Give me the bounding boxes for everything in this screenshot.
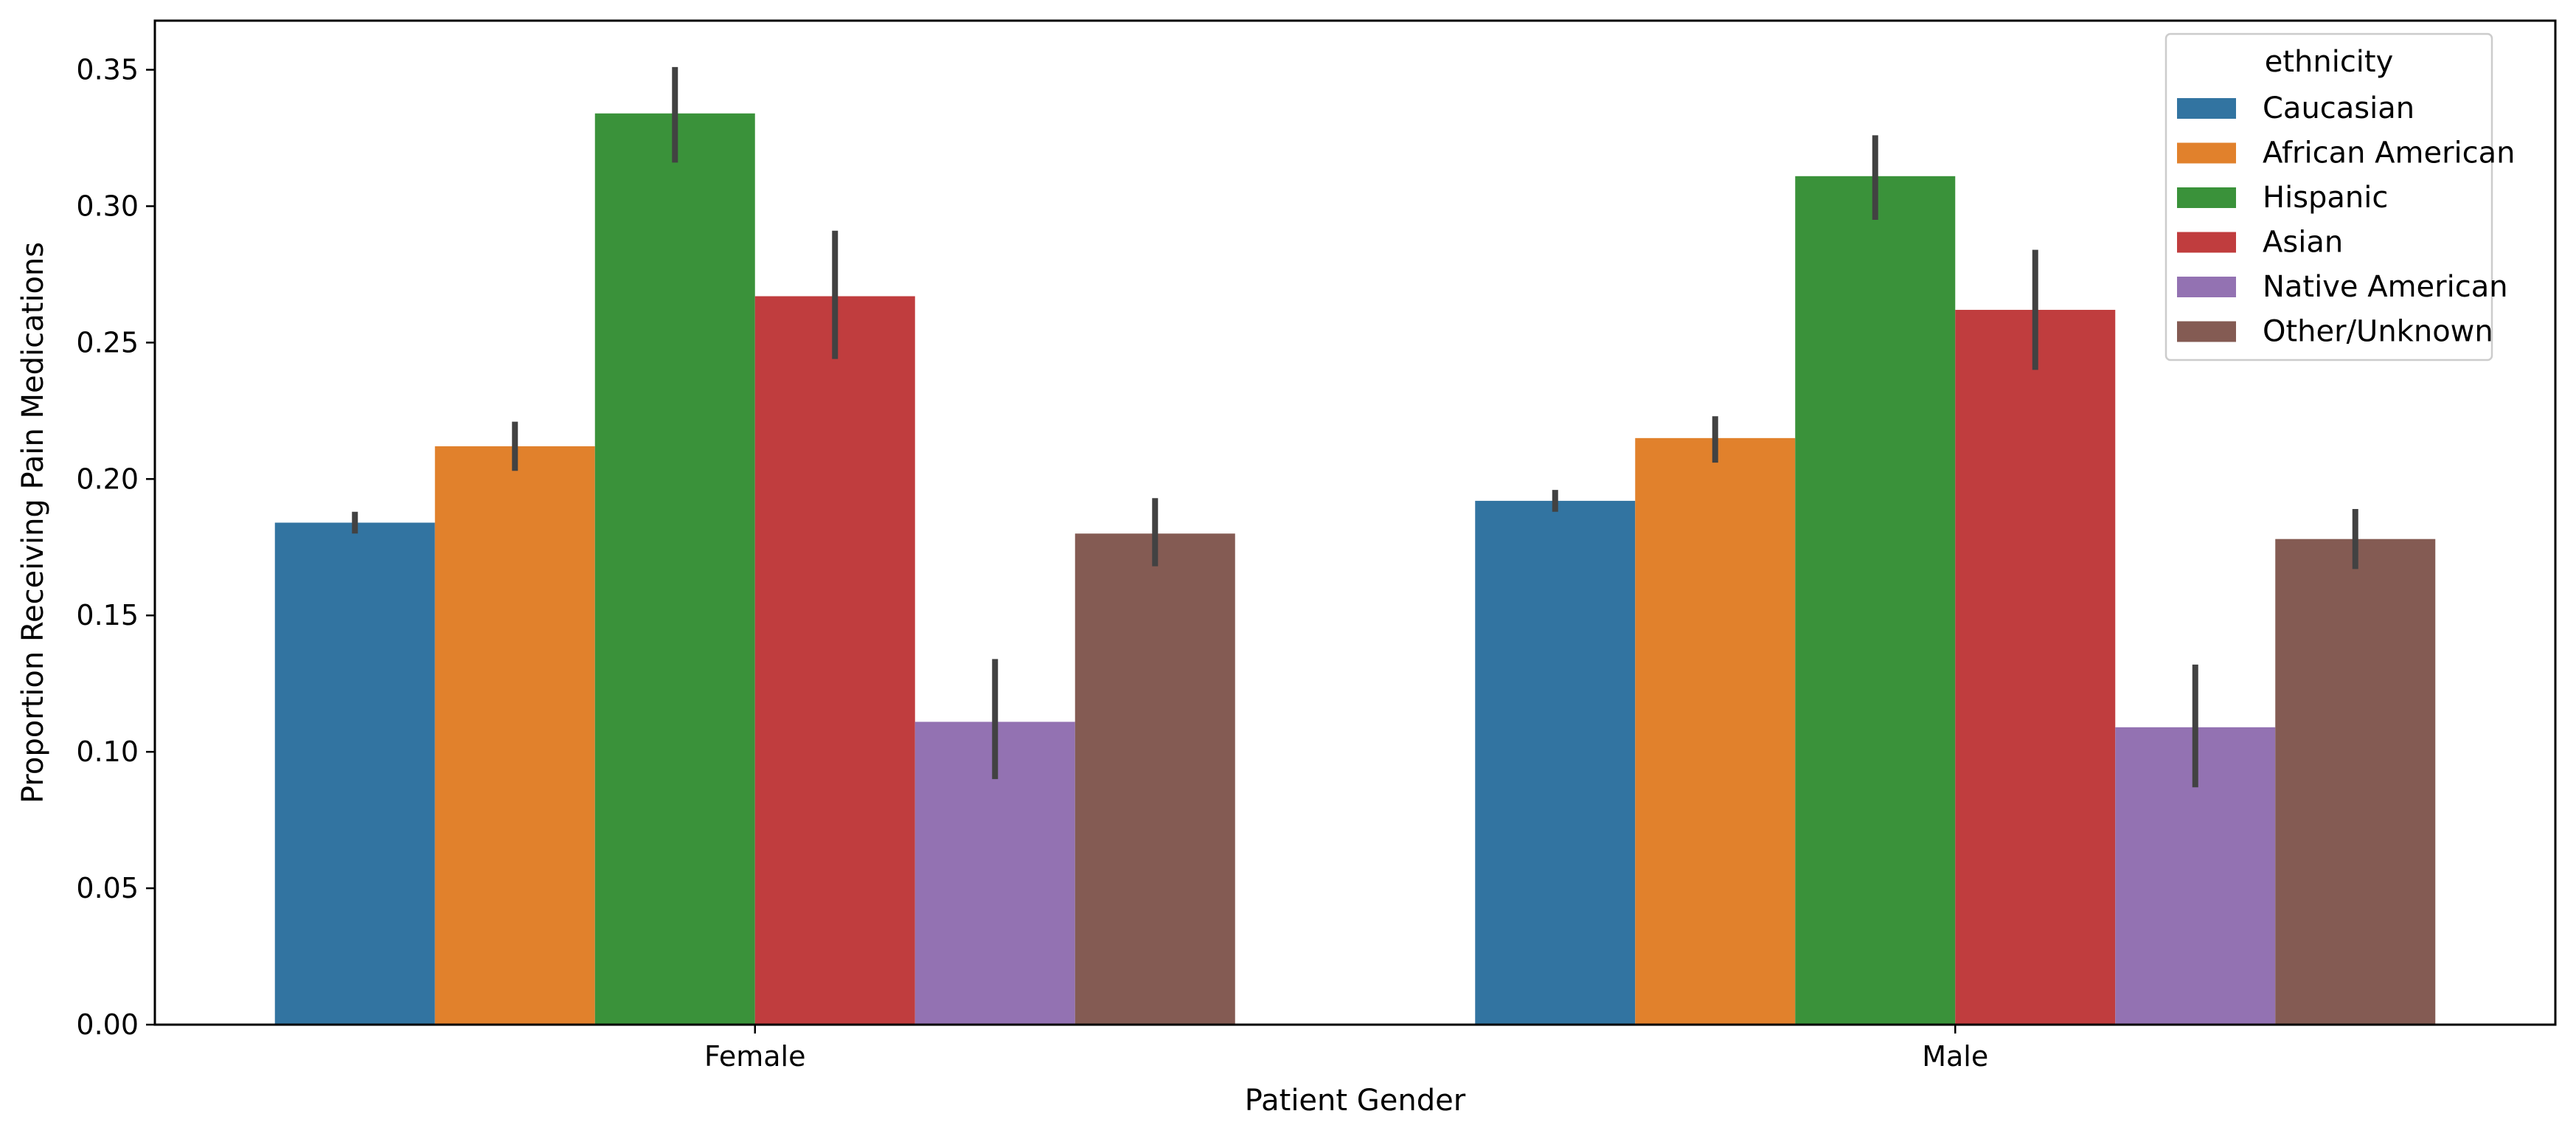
y-axis: 0.00 0.05 0.10 0.15 0.20 0.25 0.30 0.35 (76, 54, 155, 1041)
plot-frame (153, 19, 2557, 1026)
bar-asian-male (1955, 310, 2116, 1025)
legend-label-african-american: African American (2263, 136, 2516, 170)
legend-label-native-american: Native American (2263, 270, 2508, 304)
bar-hispanic-female (594, 113, 755, 1025)
legend: ethnicity Caucasian African American Hispa… (2164, 32, 2516, 361)
bar-hispanic-male (1795, 176, 1956, 1025)
legend-title: ethnicity (2265, 45, 2394, 79)
x-tick-label: Male (1922, 1040, 1988, 1073)
bar-caucasian-female (274, 522, 435, 1025)
legend-label-asian: Asian (2263, 226, 2343, 260)
y-axis-label: Proportion Receiving Pain Medications (16, 242, 50, 803)
bar-african-american-male (1635, 437, 1796, 1025)
x-axis: Female Male (704, 1025, 1988, 1073)
legend-box (2164, 32, 2493, 361)
y-tick-label: 0.00 (76, 1008, 139, 1041)
bar-caucasian-male (1475, 500, 1636, 1025)
bars-layer (274, 113, 2436, 1025)
bar-african-american-female (434, 446, 595, 1025)
y-tick-label: 0.10 (76, 735, 139, 768)
bar-asian-female (754, 296, 915, 1025)
legend-label-other-unknown: Other/Unknown (2263, 315, 2493, 349)
y-tick-label: 0.05 (76, 872, 139, 904)
legend-swatch-african-american (2177, 142, 2236, 164)
x-tick-label: Female (704, 1040, 805, 1073)
bar-other-unknown-female (1075, 533, 1235, 1025)
legend-swatch-hispanic (2177, 187, 2236, 208)
y-tick-label: 0.30 (76, 190, 139, 222)
y-tick-label: 0.25 (76, 326, 139, 359)
legend-label-hispanic: Hispanic (2263, 181, 2388, 215)
legend-swatch-asian (2177, 232, 2236, 253)
error-bars-layer (352, 66, 2358, 788)
legend-swatch-caucasian (2177, 98, 2236, 119)
y-tick-label: 0.20 (76, 463, 139, 495)
legend-swatch-native-american (2177, 277, 2236, 297)
legend-label-caucasian: Caucasian (2263, 91, 2414, 125)
bar-other-unknown-male (2275, 539, 2436, 1025)
y-tick-label: 0.35 (76, 54, 139, 86)
x-axis-label: Patient Gender (1245, 1084, 1466, 1118)
y-tick-label: 0.15 (76, 599, 139, 631)
legend-swatch-other-unknown (2177, 321, 2236, 342)
